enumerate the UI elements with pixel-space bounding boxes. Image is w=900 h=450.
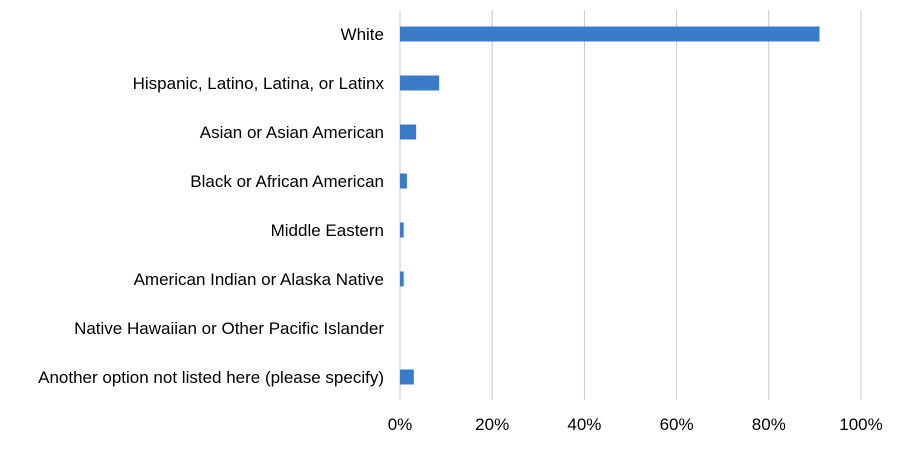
x-tick-label: 20% <box>475 415 509 434</box>
gridlines <box>399 10 862 400</box>
bar <box>400 26 820 42</box>
x-tick-label: 100% <box>839 415 882 434</box>
category-label: Black or African American <box>190 172 384 191</box>
category-label: Hispanic, Latino, Latina, or Latinx <box>133 74 385 93</box>
x-tick-labels: 0% 20% 40% 60% 80% 100% <box>388 415 883 434</box>
bar <box>400 369 414 385</box>
category-label: White <box>341 25 384 44</box>
category-labels: White Hispanic, Latino, Latina, or Latinx… <box>38 25 384 387</box>
bar <box>400 271 404 287</box>
x-tick-label: 60% <box>660 415 694 434</box>
category-label: Native Hawaiian or Other Pacific Islande… <box>74 319 384 338</box>
bar <box>400 124 417 140</box>
x-tick-label: 40% <box>567 415 601 434</box>
bar <box>400 75 440 91</box>
category-label: Asian or Asian American <box>200 123 384 142</box>
x-tick-label: 0% <box>388 415 413 434</box>
category-label: Another option not listed here (please s… <box>38 368 384 387</box>
category-label: Middle Eastern <box>271 221 384 240</box>
x-tick-label: 80% <box>752 415 786 434</box>
bar <box>400 222 404 238</box>
category-label: American Indian or Alaska Native <box>134 270 384 289</box>
bars <box>400 26 820 385</box>
bar <box>400 173 407 189</box>
